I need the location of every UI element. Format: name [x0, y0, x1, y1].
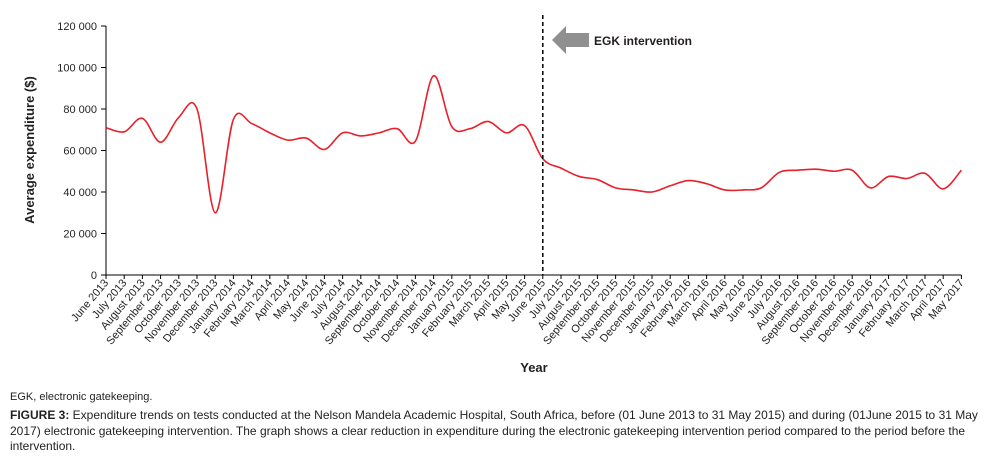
series-line	[105, 74, 963, 214]
y-tick-label: 60 000	[63, 146, 97, 158]
y-tick-label: 120 000	[57, 21, 97, 33]
y-tick-label: 0	[91, 270, 97, 282]
caption-text: Expenditure trends on tests conducted at…	[10, 408, 978, 453]
annotation-layer: EGK intervention	[542, 15, 692, 275]
caption-label: FIGURE 3:	[10, 408, 70, 422]
figure-caption: FIGURE 3: Expenditure trends on tests co…	[10, 408, 988, 455]
footnote: EGK, electronic gatekeeping.	[10, 391, 153, 403]
y-axis: 0 20 000 40 000 60 000 80 000 100 000 120 000	[57, 21, 107, 282]
y-tick-label: 40 000	[63, 187, 97, 199]
y-tick-label: 80 000	[63, 104, 97, 116]
y-tick-label: 100 000	[57, 63, 97, 75]
y-axis-title: Average expenditure ($)	[22, 76, 37, 224]
arrow-left-icon	[552, 26, 589, 54]
egk-intervention-label: EGK intervention	[594, 34, 692, 48]
x-axis-title: Year	[520, 360, 547, 375]
y-tick-label: 20 000	[63, 229, 97, 241]
series-layer	[105, 74, 963, 214]
